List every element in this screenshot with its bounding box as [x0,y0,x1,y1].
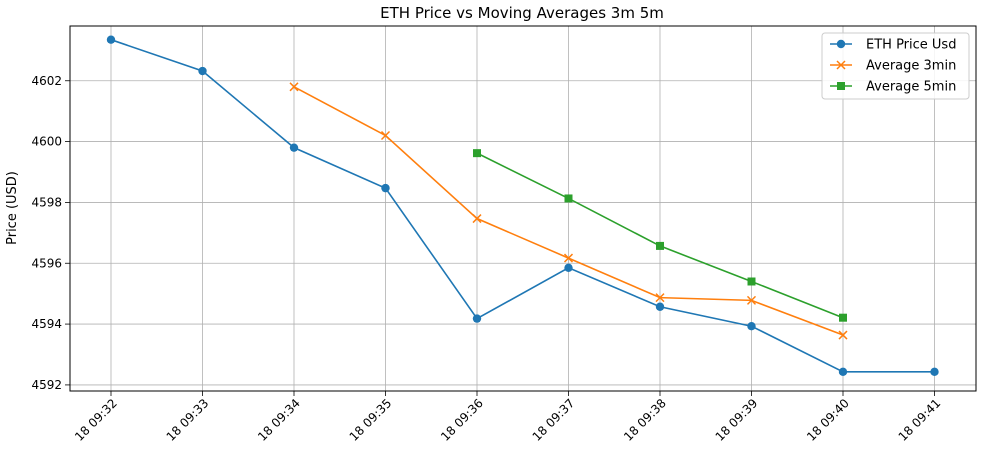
data-point-average-3min [655,293,665,303]
data-point-average-3min [838,330,848,340]
data-point-eth-price-usd [289,143,299,152]
series-eth-price-usd [106,35,939,377]
axes: 18 09:32 18 09:33 18 09:34 18 09:35 18 09:36… [31,74,943,444]
series-average-3min [289,82,848,340]
series-line-eth-price-usd [110,38,935,373]
legend-marker-eth-price-usd [836,39,846,49]
legend-marker-average-3min [836,60,846,70]
y-tick-label: 4600 [31,135,62,149]
grid [70,26,976,391]
x-tick-label: 18 09:41 [896,396,944,444]
data-point-eth-price-usd [655,302,665,311]
y-tick-label: 4598 [31,195,62,209]
data-point-average-3min [746,295,757,305]
data-point-eth-price-usd [838,367,848,377]
data-point-eth-price-usd [747,322,756,331]
series-layer [106,35,939,377]
data-point-average-5min [839,313,847,322]
data-point-eth-price-usd [472,314,482,323]
data-point-average-3min [289,82,299,92]
y-tick-label: 4594 [31,317,62,331]
series-average-5min [473,149,847,322]
y-tick-label: 4592 [31,378,62,392]
x-tick-label: 18 09:37 [530,396,578,444]
legend-label-eth-price-usd: ETH Price Usd [866,38,956,53]
data-point-average-5min [747,277,756,286]
x-tick-label: 18 09:36 [438,396,486,444]
legend-marker-average-5min [837,82,845,90]
legend: ETH Price Usd Average 3min Average 5min [821,32,970,100]
data-point-average-5min [564,194,573,203]
x-tick-label: 18 09:34 [255,396,303,444]
data-point-average-5min [656,241,664,250]
legend-box [821,32,970,100]
data-point-eth-price-usd [198,66,207,76]
x-tick-label: 18 09:39 [713,396,761,444]
chart-title: ETH Price vs Moving Averages 3m 5m [380,4,664,22]
x-tick-label: 18 09:38 [621,396,669,444]
x-tick-label: 18 09:32 [72,396,120,444]
plot-frame [69,25,977,392]
data-point-eth-price-usd [930,367,939,377]
legend-label-average-3min: Average 3min [866,59,956,74]
legend-label-average-5min: Average 5min [866,80,956,95]
x-tick-label: 18 09:33 [164,396,212,444]
data-point-eth-price-usd [381,183,390,193]
y-tick-label: 4596 [31,256,62,270]
data-point-average-3min [380,130,391,141]
data-point-average-5min [473,149,481,158]
y-axis-label: Price (USD) [5,171,20,245]
y-tick-label: 4602 [31,74,62,88]
data-point-average-3min [563,253,574,263]
x-tick-label: 18 09:40 [804,396,852,444]
data-point-eth-price-usd [564,263,573,273]
data-point-eth-price-usd [106,35,116,44]
data-point-average-3min [472,214,482,224]
x-tick-label: 18 09:35 [347,396,395,444]
